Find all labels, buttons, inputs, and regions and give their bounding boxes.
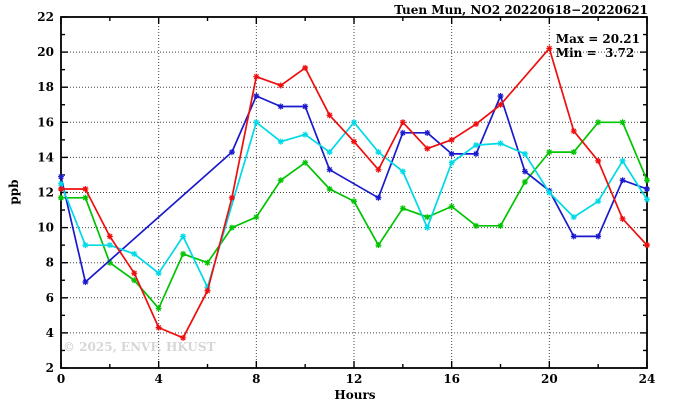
y-tick-label: 6 — [46, 291, 54, 305]
x-axis-title: Hours — [334, 388, 376, 402]
x-tick-label: 0 — [57, 372, 65, 386]
x-tick-label: 4 — [154, 372, 162, 386]
y-axis-title: ppb — [7, 179, 21, 205]
x-tick-label: 24 — [639, 372, 656, 386]
series-red-line — [61, 47, 648, 339]
max-value-label: Max = 20.21 — [555, 32, 640, 46]
x-tick-label: 20 — [541, 372, 558, 386]
y-tick-label: 8 — [46, 256, 54, 270]
y-tick-label: 20 — [37, 45, 54, 59]
y-tick-label: 22 — [37, 10, 54, 24]
series-green-markers — [58, 119, 650, 312]
y-tick-label: 4 — [46, 326, 54, 340]
y-tick-label: 10 — [37, 221, 54, 235]
chart-title: Tuen Mun, NO2 20220618−20220621 — [394, 3, 648, 17]
watermark: © 2025, ENVF, HKUST — [63, 340, 216, 354]
y-tick-label: 2 — [46, 361, 54, 375]
y-tick-label: 18 — [37, 80, 54, 94]
series-cyan-markers — [58, 119, 650, 291]
plot-border — [60, 16, 648, 369]
y-tick-label: 14 — [37, 150, 54, 164]
series-red-markers — [58, 45, 650, 341]
maxmin-annotation: Max = 20.21 Min = 3.72 — [556, 32, 640, 60]
series-cyan-line — [60, 121, 648, 289]
y-tick-label: 12 — [37, 186, 54, 200]
x-tick-label: 16 — [443, 372, 460, 386]
x-tick-label: 8 — [252, 372, 260, 386]
min-value-label: Min = 3.72 — [555, 46, 635, 60]
x-tick-label: 12 — [346, 372, 363, 386]
y-tick-label: 16 — [37, 115, 54, 129]
